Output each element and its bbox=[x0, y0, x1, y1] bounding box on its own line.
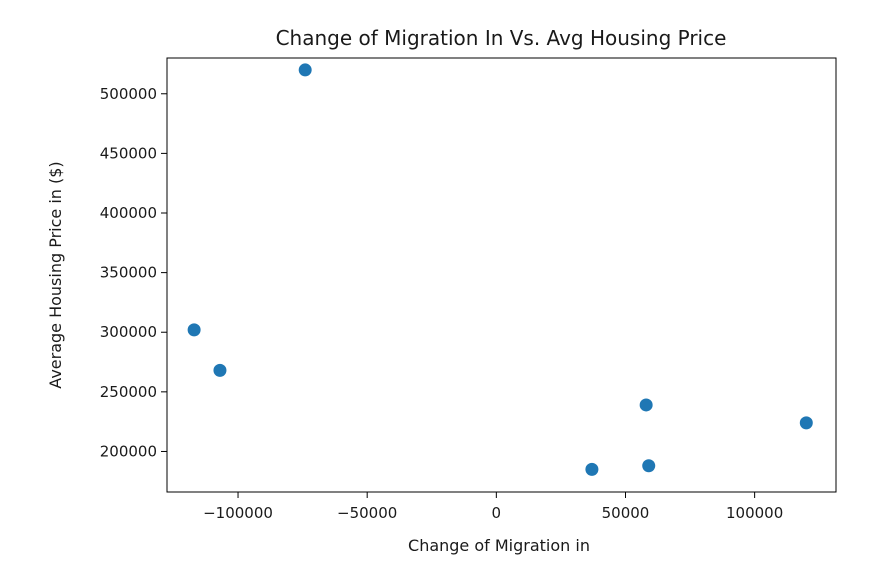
y-tick-label: 400000 bbox=[100, 204, 157, 222]
data-points bbox=[187, 63, 813, 476]
y-tick-label: 300000 bbox=[100, 323, 157, 341]
plot-area bbox=[166, 57, 837, 493]
data-point bbox=[187, 323, 201, 337]
data-point bbox=[213, 363, 227, 377]
y-axis-label: Average Housing Price in ($) bbox=[46, 161, 65, 388]
data-point bbox=[642, 459, 656, 473]
data-point bbox=[799, 416, 813, 430]
x-tick-label: −100000 bbox=[203, 504, 273, 522]
x-tick-label: −50000 bbox=[337, 504, 397, 522]
y-axis: 200000 250000 300000 350000 400000 450000 5000… bbox=[100, 85, 167, 460]
x-tick-label: 50000 bbox=[602, 504, 650, 522]
y-tick-label: 500000 bbox=[100, 85, 157, 103]
chart-title: Change of Migration In Vs. Avg Housing P… bbox=[276, 26, 727, 50]
x-axis: −100000 −50000 0 50000 100000 bbox=[203, 492, 783, 522]
data-point bbox=[639, 398, 653, 412]
x-axis-label: Change of Migration in bbox=[408, 536, 590, 555]
x-tick-label: 100000 bbox=[726, 504, 783, 522]
y-tick-label: 450000 bbox=[100, 144, 157, 162]
y-tick-label: 250000 bbox=[100, 383, 157, 401]
y-tick-label: 200000 bbox=[100, 442, 157, 460]
data-point bbox=[585, 462, 599, 476]
data-point bbox=[298, 63, 312, 77]
y-tick-label: 350000 bbox=[100, 264, 157, 282]
x-tick-label: 0 bbox=[492, 504, 502, 522]
